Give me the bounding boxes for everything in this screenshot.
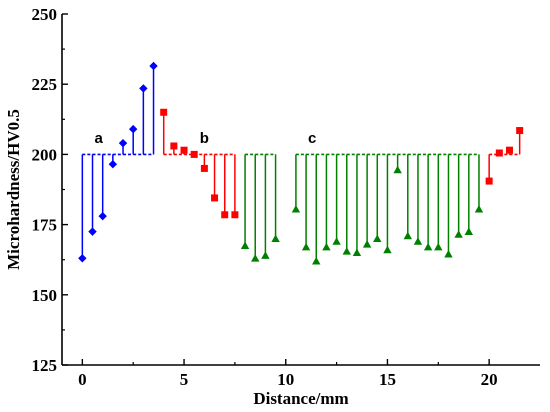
data-point-diamond-7 (149, 61, 158, 71)
data-point-triangle-16 (413, 237, 423, 245)
data-point-square-2 (180, 146, 188, 154)
data-point-triangle-12 (373, 234, 382, 242)
x-axis-title: Distance/mm (253, 389, 348, 408)
data-point-diamond-4 (118, 138, 128, 148)
data-point-square-5 (211, 194, 219, 202)
y-tick-label-1: 150 (32, 286, 58, 305)
axes-layer: 125 150 175 200 225 250 0 5 10 15 20 Distance/mm Mic… (4, 5, 540, 408)
data-point-triangle-10 (352, 248, 362, 257)
data-point-triangle-7 (322, 242, 331, 251)
data-point-triangle-14 (393, 165, 402, 174)
data-point-square-1 (170, 142, 178, 150)
data-point-triangle-18 (434, 242, 443, 251)
data-point-triangle-19 (444, 249, 453, 258)
data-point-square-0 (160, 108, 168, 116)
data-point-triangle-9 (342, 247, 351, 255)
data-point-diamond-0 (78, 254, 87, 263)
data-point-square-4 (200, 164, 208, 172)
series-layer (78, 61, 524, 265)
data-point-square-11 (516, 127, 524, 135)
data-point-diamond-5 (128, 124, 138, 134)
x-tick-label-0: 0 (78, 370, 87, 389)
x-tick-label-1: 5 (180, 370, 189, 389)
data-point-triangle-22 (474, 204, 484, 213)
y-tick-label-4: 225 (32, 75, 58, 94)
data-point-square-10 (505, 146, 513, 154)
data-point-square-7 (231, 211, 239, 219)
annotation-layer: a b c (94, 130, 316, 147)
x-tick-label-4: 20 (481, 370, 498, 389)
region-label-c: c (308, 130, 316, 147)
data-point-triangle-2 (261, 251, 270, 259)
data-point-square-6 (221, 211, 229, 219)
data-point-triangle-6 (312, 256, 321, 265)
data-point-diamond-1 (88, 227, 97, 236)
y-tick-label-5: 250 (32, 5, 58, 24)
data-point-square-9 (495, 149, 503, 157)
region-label-a: a (94, 130, 103, 147)
y-tick-label-3: 200 (32, 145, 58, 164)
data-point-square-8 (485, 177, 493, 185)
data-point-triangle-15 (403, 231, 412, 240)
data-point-diamond-2 (98, 211, 107, 221)
x-tick-label-2: 10 (277, 370, 294, 389)
data-point-triangle-11 (362, 240, 372, 248)
data-point-triangle-1 (251, 254, 260, 262)
data-point-triangle-0 (240, 241, 250, 250)
data-point-diamond-3 (108, 160, 118, 169)
data-point-triangle-13 (383, 245, 392, 254)
data-point-triangle-21 (464, 227, 474, 235)
y-axis-title: Microhardness/HV0.5 (4, 109, 23, 270)
x-tick-label-3: 15 (379, 370, 396, 389)
data-point-diamond-6 (139, 84, 148, 93)
data-point-triangle-5 (301, 242, 311, 251)
data-point-triangle-3 (271, 234, 280, 242)
data-point-square-3 (190, 150, 198, 158)
data-point-triangle-4 (291, 204, 301, 213)
y-tick-label-0: 125 (32, 356, 58, 375)
data-point-triangle-17 (423, 242, 433, 251)
data-point-triangle-8 (332, 237, 341, 245)
data-point-triangle-20 (454, 230, 463, 238)
region-label-b: b (200, 130, 209, 147)
y-tick-label-2: 175 (32, 216, 58, 235)
